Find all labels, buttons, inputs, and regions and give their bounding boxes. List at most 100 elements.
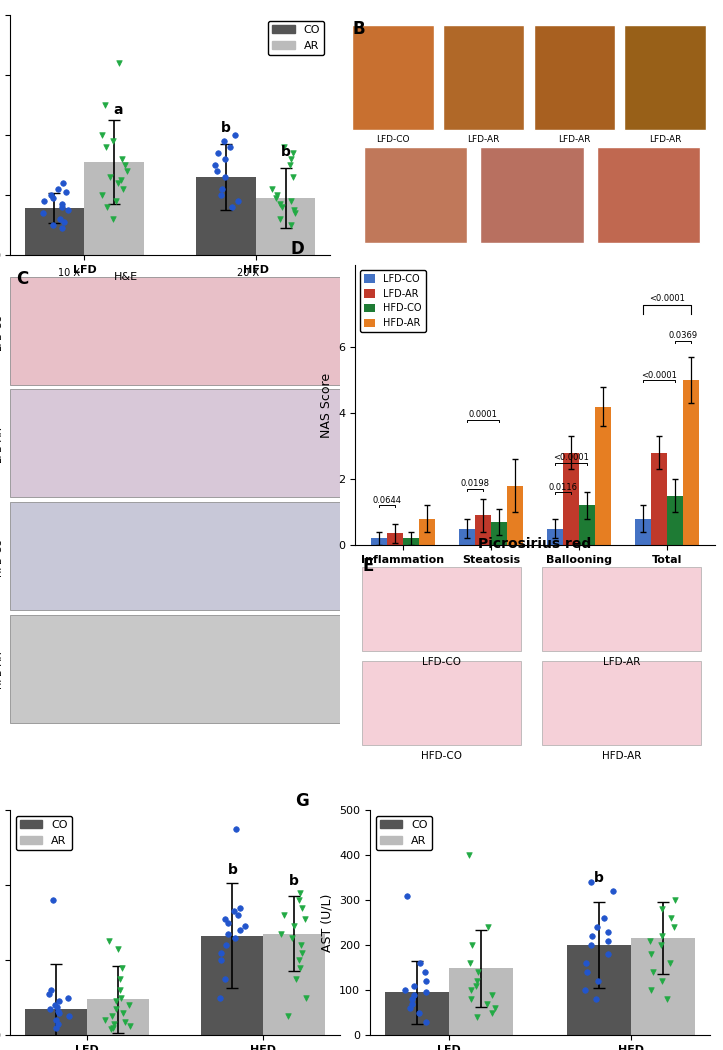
Bar — [385, 992, 449, 1035]
Point — [215, 951, 227, 968]
Point — [291, 970, 302, 987]
Point — [61, 202, 73, 218]
Point — [645, 982, 656, 999]
Point — [215, 944, 227, 961]
Point — [96, 127, 108, 144]
Point — [224, 139, 236, 155]
Point — [286, 150, 297, 167]
Point — [647, 964, 659, 981]
Point — [114, 982, 126, 999]
Text: 0.0369: 0.0369 — [668, 331, 698, 340]
Point — [233, 192, 244, 209]
Point — [219, 150, 231, 167]
Bar — [625, 24, 706, 130]
Point — [580, 954, 591, 971]
Point — [105, 169, 116, 186]
Point — [52, 1002, 64, 1018]
Point — [210, 156, 221, 173]
Bar — [372, 539, 388, 545]
Bar — [683, 380, 698, 545]
Bar — [636, 519, 651, 545]
Text: <0.0001: <0.0001 — [553, 453, 589, 462]
Bar — [263, 933, 325, 1035]
Point — [38, 205, 49, 222]
Point — [482, 919, 494, 936]
Point — [300, 989, 312, 1006]
Point — [54, 211, 66, 228]
Point — [585, 874, 596, 890]
Text: a: a — [113, 103, 123, 117]
Point — [52, 1015, 64, 1032]
Point — [123, 996, 134, 1013]
Text: LFD-AR: LFD-AR — [558, 135, 591, 144]
Text: Picrosirius red: Picrosirius red — [479, 537, 591, 551]
Point — [215, 187, 226, 204]
Point — [218, 132, 230, 149]
Text: HFD-AR: HFD-AR — [0, 651, 4, 689]
Bar — [388, 533, 403, 545]
Text: G: G — [295, 792, 309, 810]
Point — [294, 951, 305, 968]
Point — [272, 187, 283, 204]
Text: E: E — [362, 556, 374, 575]
Point — [56, 219, 68, 236]
Point — [240, 918, 252, 935]
Point — [108, 1020, 119, 1036]
Point — [285, 216, 296, 233]
Point — [408, 978, 419, 994]
Text: LFD-AR: LFD-AR — [603, 657, 640, 667]
Text: D: D — [290, 239, 304, 258]
Bar — [563, 453, 579, 545]
Point — [99, 97, 111, 113]
Point — [221, 937, 232, 953]
Point — [119, 156, 131, 173]
Bar — [85, 162, 145, 255]
Point — [288, 918, 299, 935]
Point — [110, 993, 121, 1010]
Bar — [542, 567, 701, 651]
Bar — [25, 1009, 87, 1035]
Point — [234, 899, 246, 916]
Point — [38, 192, 50, 209]
Point — [661, 990, 672, 1007]
Point — [414, 954, 426, 971]
Point — [471, 978, 482, 994]
Point — [64, 1008, 75, 1025]
Point — [232, 906, 244, 923]
Point — [466, 982, 477, 999]
Point — [114, 55, 125, 71]
Point — [463, 846, 474, 863]
Point — [664, 954, 676, 971]
Point — [106, 1021, 117, 1037]
Point — [486, 986, 497, 1003]
Point — [112, 941, 124, 958]
Point — [213, 145, 224, 162]
Bar — [667, 496, 683, 545]
Bar — [25, 208, 85, 255]
Point — [103, 932, 115, 949]
Legend: CO, AR: CO, AR — [16, 816, 72, 850]
Point — [107, 211, 119, 228]
Text: HFD-CO: HFD-CO — [421, 751, 462, 761]
Point — [222, 925, 234, 942]
Point — [579, 982, 591, 999]
Bar — [10, 276, 340, 384]
Point — [464, 954, 476, 971]
Bar — [403, 539, 419, 545]
Point — [47, 891, 59, 908]
Point — [43, 985, 54, 1002]
Point — [294, 884, 306, 901]
Text: 0.0116: 0.0116 — [549, 483, 578, 491]
Point — [51, 1011, 62, 1028]
Point — [274, 195, 286, 212]
Point — [278, 139, 290, 155]
Point — [119, 1013, 131, 1030]
Text: LFD-AR: LFD-AR — [468, 135, 500, 144]
Y-axis label: AST (U/L): AST (U/L) — [320, 894, 333, 951]
Point — [56, 198, 67, 215]
Point — [282, 1008, 294, 1025]
Point — [229, 127, 241, 144]
Point — [275, 211, 286, 228]
Text: LFD-CO: LFD-CO — [422, 657, 461, 667]
Point — [51, 1020, 62, 1036]
